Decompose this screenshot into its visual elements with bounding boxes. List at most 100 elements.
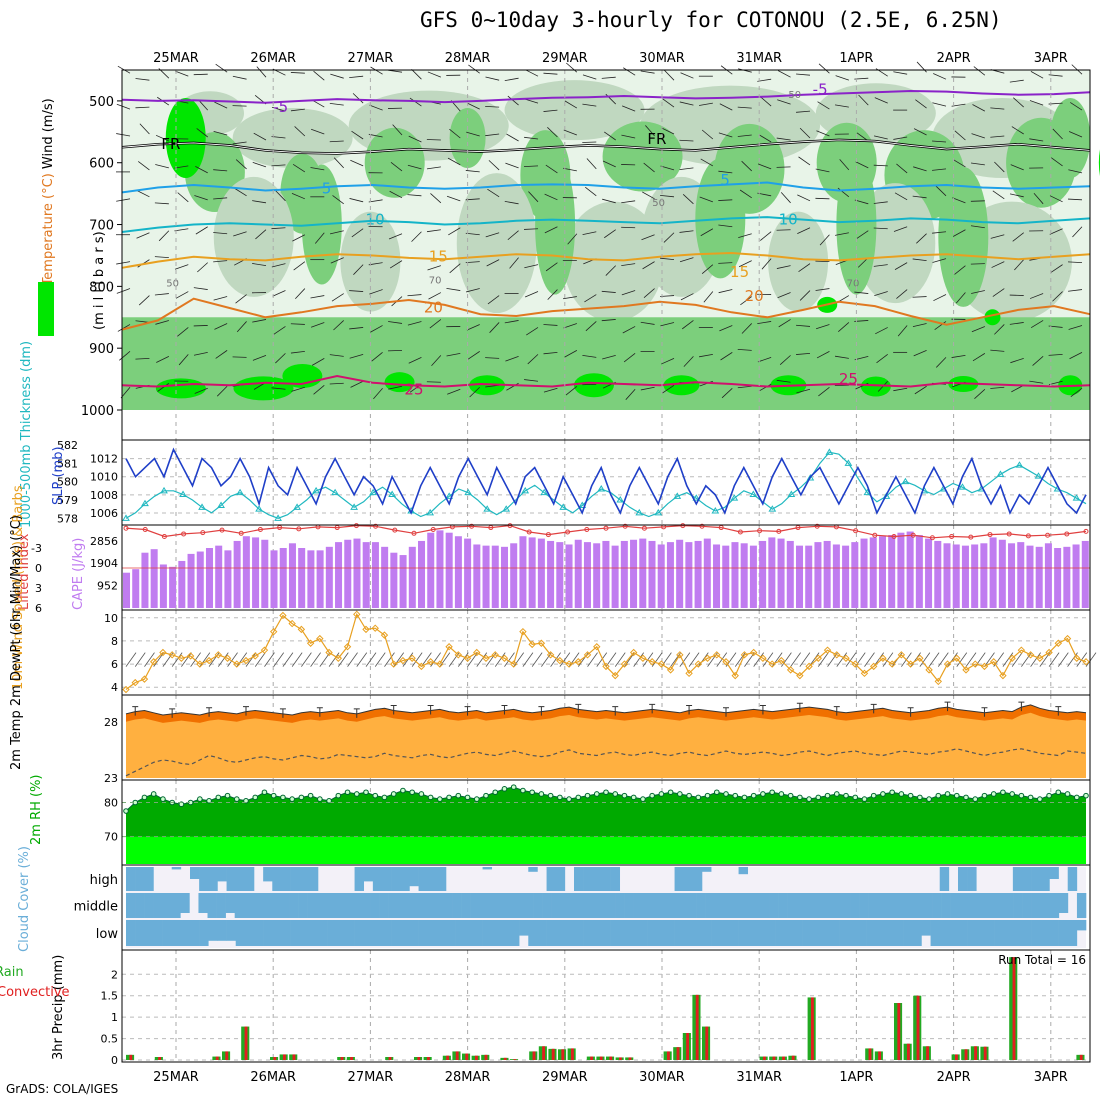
wind-barb — [1014, 259, 1025, 271]
wind-barb — [193, 351, 208, 356]
wind-barb — [507, 95, 519, 106]
cape-bar — [888, 535, 896, 608]
wind-tick-label: 10 — [104, 612, 118, 625]
wind-barb — [815, 168, 830, 173]
wind-speed-point — [676, 651, 684, 659]
wind-speed-point — [731, 671, 739, 680]
temp-band — [126, 704, 1086, 723]
wind-barb — [235, 159, 247, 170]
cloud-bar — [216, 893, 226, 918]
cape-bar — [399, 555, 407, 608]
thickness-point — [217, 501, 225, 508]
cape-bar — [547, 540, 555, 608]
cloud-bar — [787, 893, 797, 918]
wind-barb — [271, 263, 286, 268]
wind-barb — [236, 321, 247, 333]
day-label-top: 1APR — [839, 51, 873, 66]
cloud-bar — [199, 920, 209, 946]
cloud-bar — [615, 893, 625, 918]
cloud-bar — [596, 893, 607, 918]
wind-barb — [476, 652, 488, 667]
wind-barb — [1085, 652, 1097, 667]
wind-barb — [910, 652, 921, 667]
wind-barb — [116, 133, 131, 137]
cloud-bar — [687, 893, 697, 918]
wind-barb — [873, 227, 888, 230]
wind-barb — [932, 231, 947, 234]
cloud-bar — [272, 920, 282, 946]
li-point — [277, 525, 283, 531]
rh-point — [750, 792, 757, 799]
rh-contour-area — [768, 211, 829, 312]
wind-barb — [292, 163, 306, 173]
wind-speed-point — [389, 660, 398, 668]
wind-speed-point — [648, 658, 656, 666]
wind-barb — [563, 129, 578, 136]
wind-barb — [663, 69, 675, 81]
wind-barb — [663, 232, 675, 243]
cloud-bar — [455, 920, 465, 946]
rh-contour-area — [602, 121, 683, 192]
wind-barb — [699, 196, 713, 203]
isotherm-line — [121, 374, 1091, 388]
precip-convective-bar — [532, 1051, 536, 1060]
wind-speed-point — [879, 654, 887, 662]
rh-contour-area — [573, 373, 614, 398]
cape-bar — [943, 543, 951, 608]
cloud-bar — [1022, 867, 1032, 891]
wind-barb — [913, 349, 927, 357]
cape-bar — [989, 537, 997, 608]
cloud-bar — [427, 867, 438, 891]
wind-barb — [271, 387, 286, 390]
cloud-bar — [967, 867, 977, 891]
thickness-point — [236, 488, 244, 496]
cloud-bar — [968, 893, 978, 918]
wind-barb — [1011, 652, 1023, 667]
thickness-point — [635, 508, 644, 516]
cloud-bar — [832, 893, 842, 918]
cloud-bar — [299, 920, 310, 946]
cape-bar — [408, 546, 416, 608]
wind-barb — [468, 64, 480, 74]
cloud-bar — [519, 920, 529, 936]
wind-barb — [214, 323, 228, 330]
cloud-bar — [135, 920, 145, 946]
li-point — [699, 523, 705, 529]
cloud-bar — [1031, 867, 1041, 891]
rh-point — [843, 792, 849, 799]
cloud-layer-label: middle — [74, 900, 118, 915]
wind-barb — [971, 326, 986, 333]
wind-ylabel: 10m Wind Speed (m/s) & Barbs — [11, 485, 26, 690]
day-label-bottom: 26MAR — [250, 1070, 296, 1085]
cloud-bar — [391, 867, 401, 891]
cape-bar — [768, 537, 776, 608]
ylabel-part: Temperature — [41, 199, 56, 286]
wind-barb — [290, 108, 305, 112]
rh-point — [935, 792, 942, 799]
credit-text: GrADS: COLA/IGES — [6, 1082, 119, 1096]
wind-barb — [195, 226, 208, 235]
wind-barb — [350, 380, 364, 388]
cape-bar — [445, 532, 453, 608]
wind-speed-point — [149, 658, 158, 666]
rh-point — [446, 794, 452, 801]
wind-barb — [134, 652, 146, 667]
wind-barb — [275, 190, 286, 202]
rh-point — [1046, 792, 1052, 799]
wind-barb — [605, 652, 617, 667]
thickness-point — [502, 505, 511, 512]
cloud-bar — [1031, 920, 1041, 946]
wind-barb — [970, 162, 985, 166]
wind-barb — [621, 134, 636, 139]
cloud-bar — [674, 867, 685, 891]
wind-barb — [894, 192, 908, 201]
thickness-point — [673, 492, 682, 499]
rh-point — [215, 794, 222, 801]
wind-barb — [972, 104, 986, 112]
cape-bar — [906, 531, 914, 608]
wind-barb — [282, 652, 294, 667]
cloud-bar — [190, 920, 200, 946]
wind-barb — [1068, 289, 1083, 292]
cloud-bar — [217, 867, 227, 882]
wind-barb — [194, 387, 208, 394]
